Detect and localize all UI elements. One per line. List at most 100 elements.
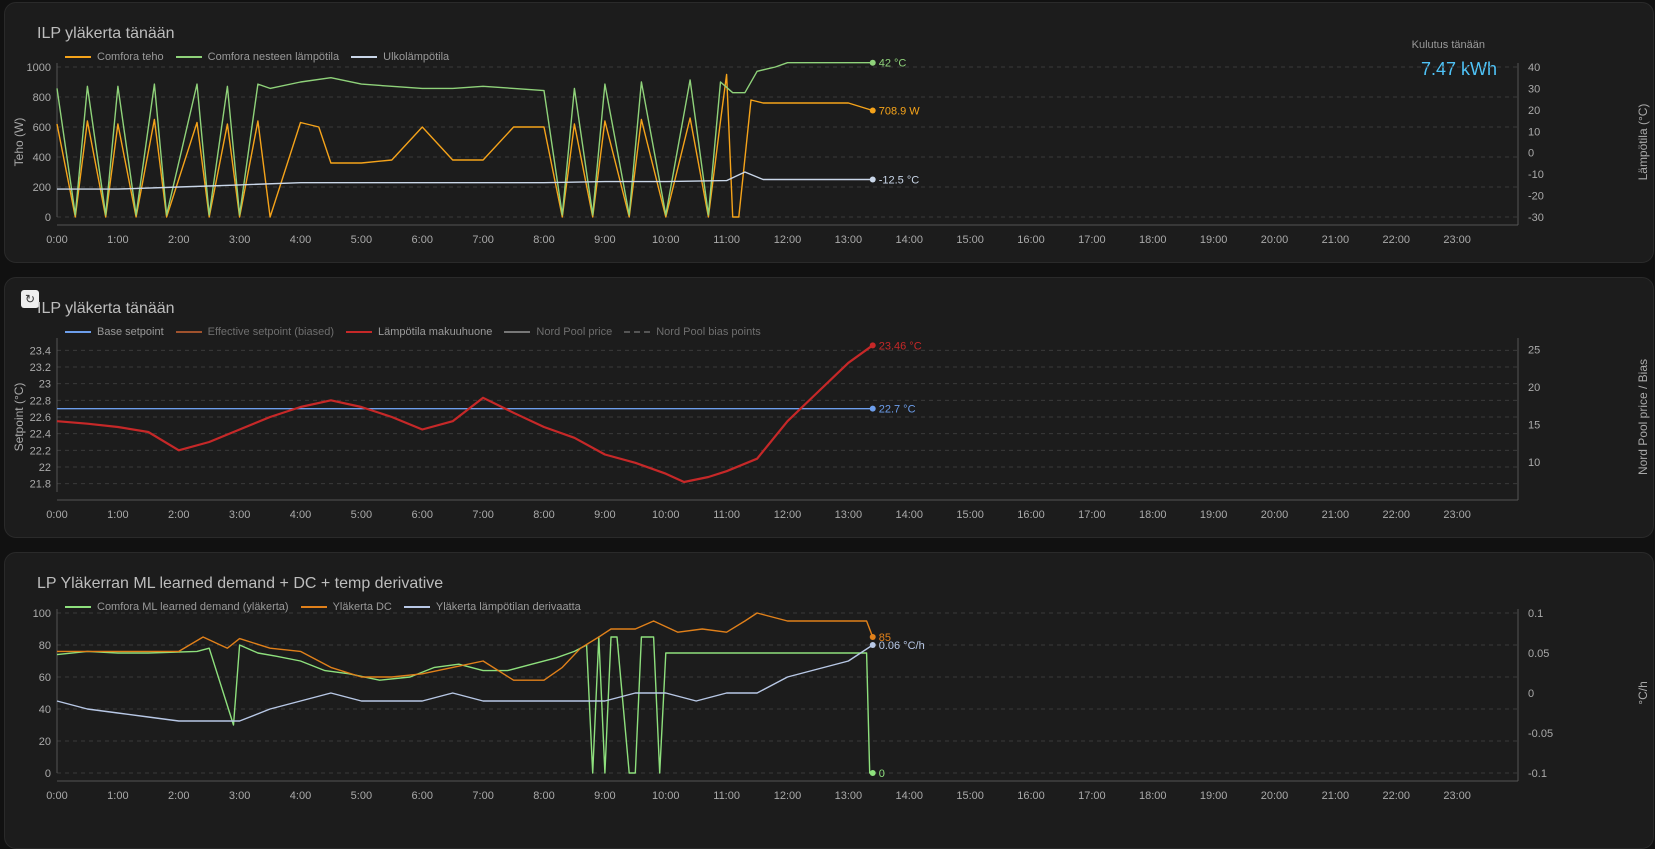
x-tick: 4:00 (290, 234, 311, 246)
x-tick: 18:00 (1139, 790, 1167, 802)
x-tick: 4:00 (290, 509, 311, 521)
y-left-axis-title: Setpoint (°C) (12, 383, 26, 452)
legend-item-base-setpoint[interactable]: Base setpoint (65, 326, 164, 338)
x-tick: 21:00 (1322, 509, 1350, 521)
chart-title: LP Yläkerran ML learned demand + DC + te… (37, 575, 444, 592)
x-tick: 23:00 (1443, 234, 1471, 246)
x-tick: 21:00 (1322, 790, 1350, 802)
x-tick: 4:00 (290, 790, 311, 802)
x-tick: 1:00 (107, 234, 128, 246)
x-tick: 11:00 (713, 234, 740, 246)
legend-item-outdoor-temp[interactable]: Ulkolämpötila (351, 51, 449, 63)
x-tick: 18:00 (1139, 234, 1167, 246)
legend-item-room-temp[interactable]: Lämpötila makuuhuone (346, 326, 492, 338)
x-tick: 5:00 (351, 509, 372, 521)
y-right-axis-title: °C/h (1636, 681, 1650, 704)
chart-legend: Comfora teho Comfora nesteen lämpötila U… (65, 51, 449, 63)
x-tick: 12:00 (774, 790, 802, 802)
y-left-tick: 80 (39, 640, 51, 652)
x-tick: 8:00 (533, 790, 554, 802)
y-right-tick: 10 (1528, 126, 1540, 138)
series-line (56, 636, 873, 774)
x-tick: 2:00 (168, 234, 189, 246)
legend-item-liquid-temp[interactable]: Comfora nesteen lämpötila (175, 51, 339, 63)
chart-card-setpoint: ↻ ILP yläkerta tänään Base setpoint Effe… (4, 277, 1654, 538)
x-tick: 0:00 (46, 509, 67, 521)
x-tick: 8:00 (533, 234, 554, 246)
legend-item-effective-setpoint[interactable]: Effective setpoint (biased) (175, 326, 334, 338)
chart-title: ILP yläkerta tänään (37, 25, 175, 42)
series-end-point (869, 59, 876, 66)
series-end-point (869, 770, 876, 776)
series-end-label: 85 (879, 632, 891, 644)
y-left-tick: 22.4 (30, 429, 51, 441)
y-right-tick: 20 (1528, 105, 1540, 117)
x-tick: 14:00 (895, 234, 923, 246)
x-tick: 7:00 (472, 790, 493, 802)
x-tick: 23:00 (1443, 790, 1471, 802)
x-tick: 9:00 (594, 790, 615, 802)
x-tick: 19:00 (1200, 234, 1228, 246)
legend-item-nordpool-bias[interactable]: Nord Pool bias points (624, 326, 761, 338)
series-end-point (869, 642, 876, 648)
series-end-label: 0.06 °C/h (879, 640, 925, 652)
y-right-tick: 0 (1528, 148, 1534, 160)
x-tick: 14:00 (895, 509, 923, 521)
legend-item-ml-demand[interactable]: Comfora ML learned demand (yläkerta) (65, 601, 289, 613)
legend-item-nordpool-price[interactable]: Nord Pool price (504, 326, 612, 338)
x-tick: 3:00 (229, 234, 250, 246)
chart-plot-demand: 0 20 40 60 80 100 -0.1 -0.05 0 0.05 0.1 0:00 1:00 2:0… (33, 608, 1650, 802)
x-tick: 22:00 (1382, 790, 1410, 802)
y-right-tick: 20 (1528, 382, 1540, 394)
series-line (56, 73, 873, 218)
x-tick: 17:00 (1078, 509, 1106, 521)
legend-item-derivative[interactable]: Yläkerta lämpötilan derivaatta (403, 601, 581, 613)
x-tick: 1:00 (107, 790, 128, 802)
series-end-label: 0 (879, 768, 885, 780)
y-left-tick: 23.2 (30, 362, 51, 374)
y-left-tick: 20 (39, 736, 51, 748)
x-tick: 23:00 (1443, 509, 1471, 521)
x-tick: 16:00 (1017, 509, 1045, 521)
y-left-tick: 400 (33, 152, 51, 164)
series-line (56, 344, 874, 484)
x-tick: 13:00 (835, 509, 863, 521)
legend-item-power[interactable]: Comfora teho (65, 51, 164, 63)
y-right-tick: 0.1 (1528, 608, 1543, 620)
x-tick: 10:00 (652, 790, 680, 802)
x-tick: 6:00 (412, 790, 433, 802)
chart-legend: Comfora ML learned demand (yläkerta) Ylä… (65, 601, 581, 613)
x-tick: 3:00 (229, 509, 250, 521)
y-left-tick: 23.4 (30, 345, 51, 357)
x-tick: 3:00 (229, 790, 250, 802)
y-right-tick: -10 (1528, 169, 1544, 181)
y-right-tick: 0 (1528, 688, 1534, 700)
y-left-tick: 0 (45, 212, 51, 224)
chart-legend: Base setpoint Effective setpoint (biased… (65, 326, 761, 338)
series-end-label: 42 °C (879, 58, 907, 70)
x-tick: 15:00 (956, 234, 984, 246)
y-left-axis-title: Teho (W) (12, 118, 26, 167)
x-tick: 11:00 (713, 790, 740, 802)
x-tick: 5:00 (351, 790, 372, 802)
refresh-icon[interactable]: ↻ (21, 290, 39, 308)
series-line (56, 644, 874, 722)
series-end-point (869, 634, 876, 640)
x-tick: 9:00 (594, 509, 615, 521)
series-end-label: 23.46 °C (879, 340, 922, 352)
y-right-tick: -0.1 (1528, 768, 1547, 780)
x-tick: 22:00 (1382, 234, 1410, 246)
y-left-tick: 1000 (27, 62, 51, 74)
series-end-point (869, 176, 876, 183)
x-tick: 22:00 (1382, 509, 1410, 521)
chart-title: ILP yläkerta tänään (37, 300, 175, 317)
legend-item-dc[interactable]: Yläkerta DC (300, 601, 392, 613)
y-left-tick: 800 (33, 92, 51, 104)
y-right-tick: -20 (1528, 191, 1544, 203)
x-tick: 20:00 (1261, 790, 1289, 802)
x-tick: 6:00 (412, 509, 433, 521)
chart-plot-setpoint: 21.8 22 22.2 22.4 22.6 22.8 23 23.2 23.4 10 15 20 25… (12, 338, 1650, 521)
x-tick: 19:00 (1200, 509, 1228, 521)
y-right-tick: 40 (1528, 62, 1540, 74)
series-line (56, 62, 873, 216)
